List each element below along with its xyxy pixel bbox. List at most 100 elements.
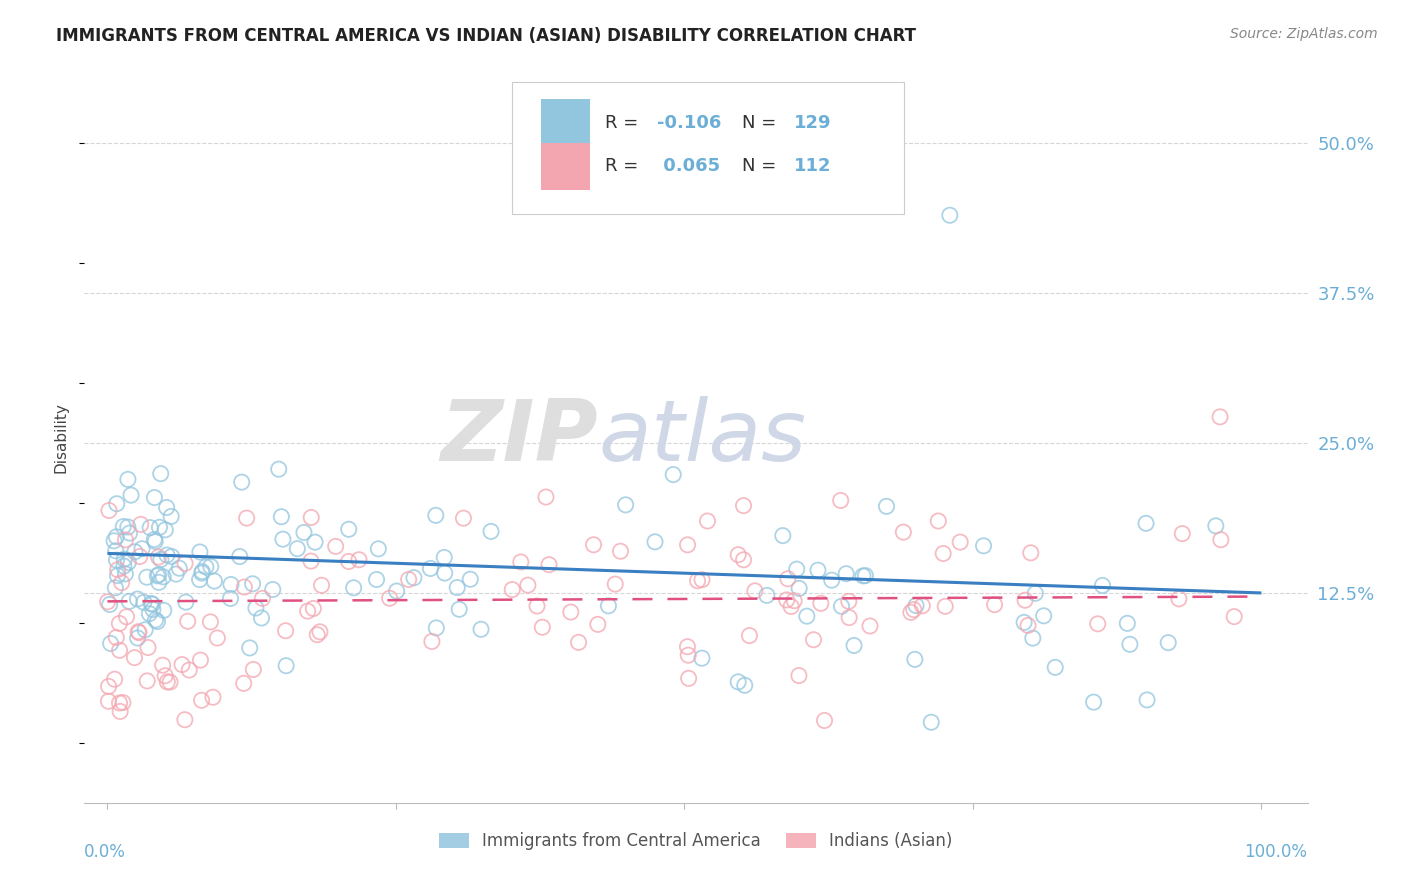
Text: -0.106: -0.106 (657, 113, 721, 131)
Point (433, 566, 456, 580)
Point (903, 602, 925, 616)
Point (690, 651, 713, 665)
Point (103, 533, 125, 548)
Point (297, 604, 319, 618)
Point (939, 208, 962, 222)
Point (786, 562, 808, 576)
Point (108, 616, 131, 631)
Text: 0.065: 0.065 (657, 158, 720, 176)
Point (118, 594, 141, 608)
Text: N =: N = (742, 113, 783, 131)
Point (734, 678, 756, 692)
Point (108, 696, 131, 710)
Point (229, 549, 252, 564)
Text: 0.0%: 0.0% (84, 843, 127, 861)
Point (1022, 631, 1045, 645)
Point (727, 548, 749, 562)
Point (138, 607, 160, 621)
Point (1014, 593, 1036, 607)
Point (582, 538, 605, 552)
Point (378, 591, 401, 606)
Point (97, 595, 120, 609)
Point (141, 597, 163, 611)
Point (509, 555, 531, 569)
Point (744, 583, 766, 598)
Point (810, 596, 832, 610)
Text: 129: 129 (794, 113, 831, 131)
Point (449, 602, 471, 616)
Point (97, 694, 120, 708)
Point (934, 599, 956, 614)
Point (148, 520, 170, 534)
Point (143, 533, 166, 547)
Point (367, 541, 389, 556)
Point (983, 598, 1005, 612)
Point (598, 599, 620, 613)
Point (311, 578, 333, 592)
Point (117, 472, 139, 486)
Point (1116, 616, 1139, 631)
Point (149, 467, 172, 481)
Point (1024, 586, 1046, 600)
Point (148, 550, 170, 565)
Point (117, 520, 139, 534)
Point (105, 497, 128, 511)
Point (534, 490, 557, 504)
Point (838, 610, 860, 624)
Point (425, 621, 447, 635)
Point (173, 713, 195, 727)
Point (803, 632, 825, 647)
Point (231, 475, 253, 489)
Point (738, 629, 761, 643)
Point (299, 554, 322, 568)
Point (179, 663, 201, 677)
Point (194, 560, 217, 574)
Point (385, 584, 408, 599)
Point (900, 605, 922, 619)
Point (835, 566, 858, 581)
Point (115, 609, 138, 624)
Point (644, 534, 666, 549)
Text: 112: 112 (794, 158, 831, 176)
Point (274, 624, 297, 638)
Point (420, 634, 443, 648)
Point (755, 588, 778, 602)
Point (676, 538, 699, 552)
Point (271, 532, 294, 546)
Point (190, 653, 212, 667)
Point (114, 533, 136, 547)
Point (108, 643, 131, 657)
Point (98, 598, 121, 612)
Point (159, 675, 181, 690)
Text: Source: ZipAtlas.com: Source: ZipAtlas.com (1230, 27, 1378, 41)
Point (302, 601, 325, 615)
Point (830, 599, 852, 614)
Text: R =: R = (606, 113, 644, 131)
Point (1205, 519, 1227, 533)
Point (97, 503, 120, 517)
Point (1171, 526, 1194, 541)
Point (304, 535, 326, 549)
Point (146, 569, 169, 583)
Point (200, 559, 222, 574)
Point (920, 715, 942, 730)
Point (276, 658, 298, 673)
Point (200, 615, 222, 629)
Point (973, 539, 995, 553)
Point (202, 574, 225, 588)
Point (842, 639, 865, 653)
Point (453, 511, 475, 525)
Point (169, 561, 191, 575)
Point (470, 622, 492, 636)
Point (129, 517, 152, 532)
Point (852, 569, 875, 583)
Point (733, 553, 755, 567)
Point (1223, 609, 1246, 624)
Point (207, 631, 229, 645)
Point (105, 553, 128, 567)
Point (337, 554, 360, 568)
Point (299, 510, 322, 524)
Point (232, 676, 254, 690)
Point (250, 611, 273, 625)
Point (696, 514, 718, 528)
